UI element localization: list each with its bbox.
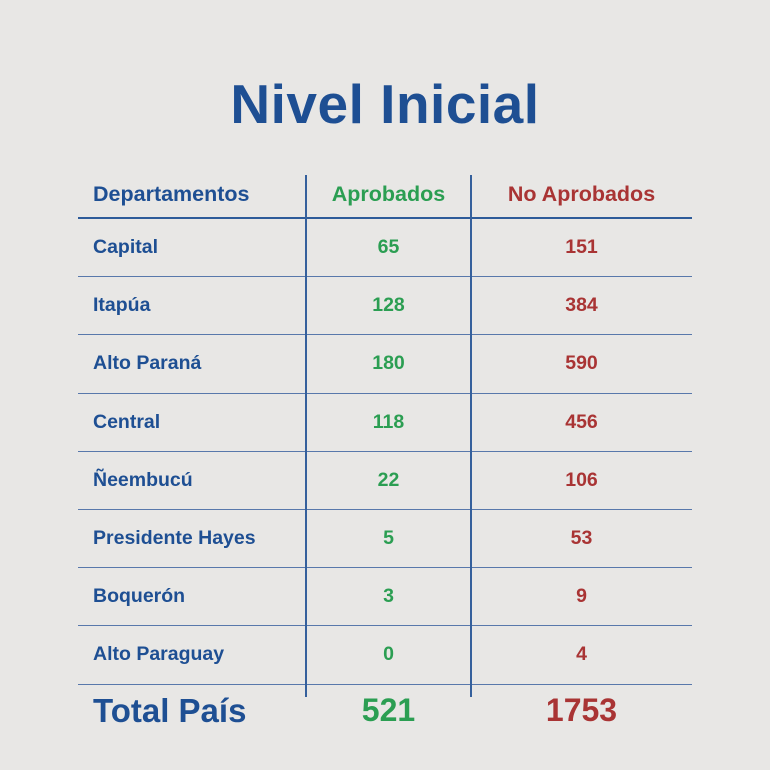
cell-departamento: Alto Paraguay — [93, 643, 225, 666]
header-aprobados: Aprobados — [331, 182, 446, 206]
cell-departamento: Ñeembucú — [93, 468, 193, 491]
header-departamentos: Departamentos — [93, 182, 250, 206]
cell-no-aprobados: 384 — [565, 294, 598, 317]
cell-departamento: Capital — [93, 236, 159, 259]
cell-departamento: Presidente Hayes — [93, 527, 256, 550]
cell-aprobados: 118 — [372, 410, 405, 433]
table-row: Boquerón 3 9 — [78, 568, 692, 627]
table-row: Central 118 456 — [78, 394, 692, 452]
cell-aprobados: 128 — [372, 294, 405, 317]
table-body: Capital 65 151 Itapúa 128 384 Alto Paran… — [78, 219, 692, 685]
cell-departamento: Central — [93, 410, 161, 433]
cell-aprobados: 22 — [377, 468, 400, 491]
cell-aprobados: 5 — [383, 527, 394, 550]
cell-aprobados: 3 — [383, 585, 394, 608]
cell-aprobados: 0 — [383, 643, 394, 666]
cell-no-aprobados: 9 — [576, 585, 587, 608]
cell-aprobados: 65 — [377, 236, 400, 259]
page-title: Nivel Inicial — [230, 73, 540, 135]
table-total-row: Total País 521 1753 — [78, 685, 692, 737]
total-aprobados: 521 — [361, 692, 416, 728]
results-table: Departamentos Aprobados No Aprobados Cap… — [78, 172, 692, 737]
header-no-aprobados: No Aprobados — [507, 182, 656, 206]
column-divider-2 — [470, 175, 472, 697]
table-row: Alto Paraguay 0 4 — [78, 626, 692, 685]
total-label: Total País — [93, 691, 247, 729]
cell-no-aprobados: 4 — [576, 643, 587, 666]
cell-no-aprobados: 590 — [565, 352, 598, 375]
cell-departamento: Boquerón — [93, 585, 186, 608]
cell-departamento: Alto Paraná — [93, 352, 202, 375]
cell-aprobados: 180 — [372, 352, 405, 375]
table-row: Itapúa 128 384 — [78, 277, 692, 336]
cell-departamento: Itapúa — [93, 294, 151, 317]
table-row: Capital 65 151 — [78, 219, 692, 278]
table-header-row: Departamentos Aprobados No Aprobados — [78, 172, 692, 219]
table-row: Alto Paraná 180 590 — [78, 335, 692, 394]
cell-no-aprobados: 456 — [565, 410, 598, 433]
cell-no-aprobados: 106 — [565, 468, 598, 491]
column-divider-1 — [305, 175, 307, 697]
table-row: Presidente Hayes 5 53 — [78, 510, 692, 569]
table-row: Ñeembucú 22 106 — [78, 452, 692, 510]
total-no-aprobados: 1753 — [545, 692, 618, 728]
cell-no-aprobados: 53 — [570, 527, 593, 550]
cell-no-aprobados: 151 — [565, 236, 598, 259]
